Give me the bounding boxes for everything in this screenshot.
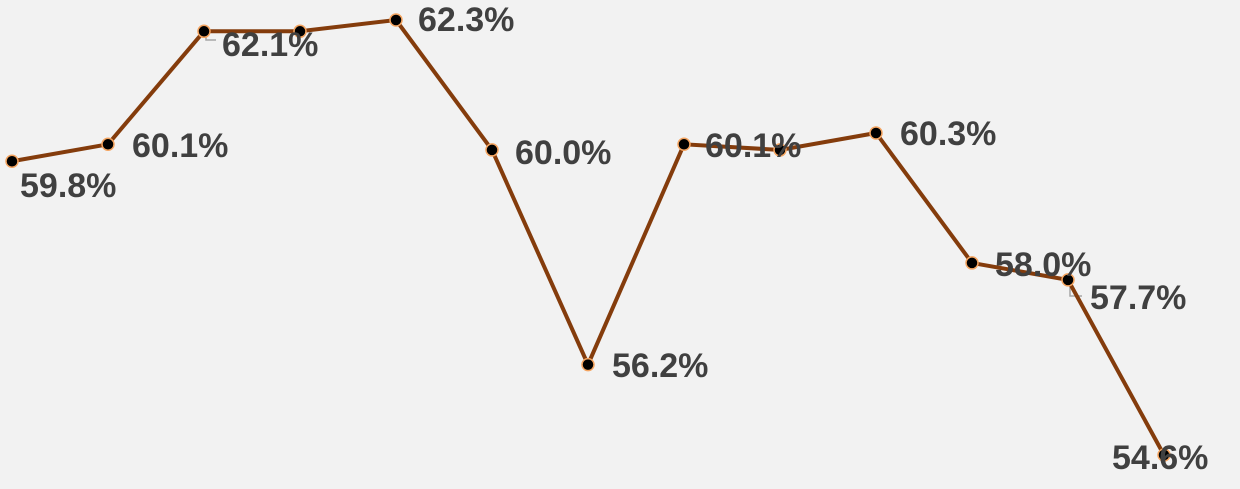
marker	[389, 13, 403, 27]
data-label: 56.2%	[612, 347, 708, 385]
marker	[1157, 448, 1171, 462]
data-label: 60.1%	[132, 127, 228, 165]
data-label: 62.3%	[418, 1, 514, 39]
marker	[677, 137, 691, 152]
data-label: 54.6%	[1112, 439, 1208, 477]
marker	[5, 154, 19, 168]
data-label: 60.1%	[705, 127, 801, 165]
data-label: 60.0%	[515, 134, 611, 172]
data-label: 60.3%	[900, 115, 996, 153]
marker	[965, 256, 979, 270]
marker	[293, 24, 307, 39]
marker	[773, 143, 787, 157]
data-label: 58.0%	[995, 246, 1091, 284]
data-label: 62.1%	[222, 26, 318, 64]
marker	[869, 126, 883, 140]
marker	[197, 24, 211, 39]
data-label: 59.8%	[20, 167, 116, 205]
marker	[101, 137, 115, 152]
marker	[485, 143, 499, 157]
marker	[1061, 273, 1075, 287]
marker	[581, 357, 595, 372]
data-label: 57.7%	[1090, 279, 1186, 317]
